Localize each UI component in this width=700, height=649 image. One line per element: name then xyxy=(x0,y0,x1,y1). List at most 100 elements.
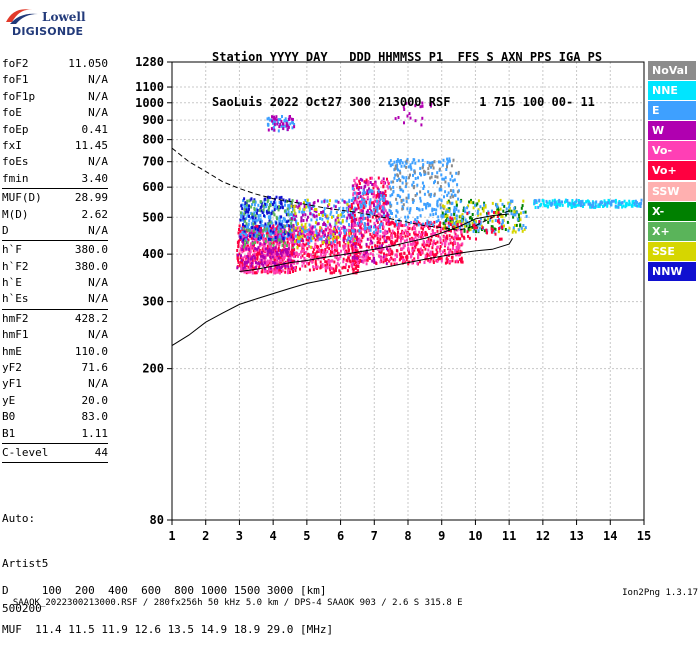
echo-point xyxy=(477,199,480,203)
echo-point xyxy=(265,247,267,251)
echo-point xyxy=(371,259,374,263)
echo-point xyxy=(259,242,262,246)
x-tick-label: 10 xyxy=(468,529,482,543)
echo-point xyxy=(375,205,377,209)
echo-point xyxy=(254,225,257,229)
echo-point xyxy=(283,209,286,213)
echo-point xyxy=(517,228,520,232)
echo-point xyxy=(315,256,318,260)
echo-point xyxy=(427,204,430,208)
echo-point xyxy=(358,229,361,233)
echo-point xyxy=(272,116,275,120)
echo-point xyxy=(406,207,409,211)
echo-point xyxy=(431,209,434,213)
echo-point xyxy=(594,204,597,208)
echo-point xyxy=(283,238,286,242)
echo-point xyxy=(304,199,307,202)
echo-point xyxy=(453,205,456,209)
echo-point xyxy=(279,201,282,205)
echo-point xyxy=(399,221,402,225)
echo-point xyxy=(508,226,511,230)
echo-point xyxy=(370,225,372,229)
echo-point xyxy=(344,266,347,270)
echo-point xyxy=(278,242,281,246)
echo-point xyxy=(283,119,286,122)
echo-point xyxy=(472,206,475,210)
echo-point xyxy=(318,213,321,216)
echo-point xyxy=(347,236,350,240)
echo-point xyxy=(511,199,514,203)
echo-point xyxy=(276,236,279,240)
echo-point xyxy=(257,248,260,252)
echo-point xyxy=(409,165,412,169)
echo-point xyxy=(535,201,538,204)
echo-point xyxy=(383,232,386,236)
echo-point xyxy=(342,225,345,229)
echo-point xyxy=(598,202,601,206)
echo-point xyxy=(346,216,349,220)
echo-point xyxy=(270,244,272,248)
echo-point xyxy=(425,204,427,208)
echo-point xyxy=(249,263,252,267)
echo-point xyxy=(272,211,275,215)
echo-point xyxy=(308,236,311,240)
echo-point xyxy=(422,222,425,226)
echo-point xyxy=(258,262,261,266)
echo-point xyxy=(352,219,355,223)
echo-point xyxy=(330,210,333,214)
echo-point xyxy=(246,240,249,244)
echo-point xyxy=(635,204,638,208)
echo-point xyxy=(409,116,412,120)
echo-point xyxy=(491,201,494,205)
echo-point xyxy=(298,240,301,243)
echo-point xyxy=(293,123,296,126)
echo-point xyxy=(436,229,439,233)
echo-point xyxy=(374,228,377,232)
echo-point xyxy=(633,202,636,206)
echo-point xyxy=(319,244,322,248)
echo-point xyxy=(353,206,356,210)
echo-point xyxy=(368,200,371,204)
echo-point xyxy=(403,244,406,248)
echo-point xyxy=(317,233,320,237)
echo-point xyxy=(252,222,255,226)
echo-point xyxy=(414,235,417,239)
echo-point xyxy=(335,246,338,250)
echo-point xyxy=(461,219,464,223)
echo-point xyxy=(336,199,338,203)
echo-point xyxy=(254,249,257,253)
echo-point xyxy=(479,212,482,216)
echo-point xyxy=(451,259,454,263)
echo-point xyxy=(358,237,361,241)
echo-point xyxy=(375,219,378,223)
echo-point xyxy=(456,245,459,249)
echo-point xyxy=(400,223,403,227)
echo-point xyxy=(278,240,281,244)
legend-item-x-: X- xyxy=(648,201,696,221)
echo-point xyxy=(365,244,368,248)
echo-point xyxy=(453,241,456,245)
echo-point xyxy=(366,189,369,193)
echo-point xyxy=(315,263,318,267)
echo-point xyxy=(249,243,252,247)
echo-point xyxy=(454,248,457,252)
echo-point xyxy=(397,194,400,198)
echo-point xyxy=(292,240,295,244)
echo-point xyxy=(321,214,324,217)
echo-point xyxy=(510,209,513,213)
echo-point xyxy=(343,240,345,244)
echo-point xyxy=(302,231,305,235)
echo-point xyxy=(354,266,357,270)
echo-point xyxy=(390,249,393,253)
param-value: 11.45 xyxy=(74,138,108,152)
echo-point xyxy=(398,243,401,247)
echo-point xyxy=(431,207,434,211)
echo-point xyxy=(359,177,362,181)
echo-point xyxy=(243,262,246,266)
echo-point xyxy=(467,221,470,225)
echo-point xyxy=(354,234,357,238)
echo-point xyxy=(484,204,487,208)
echo-point xyxy=(296,245,299,249)
echo-point xyxy=(318,229,321,233)
echo-point xyxy=(270,241,273,245)
